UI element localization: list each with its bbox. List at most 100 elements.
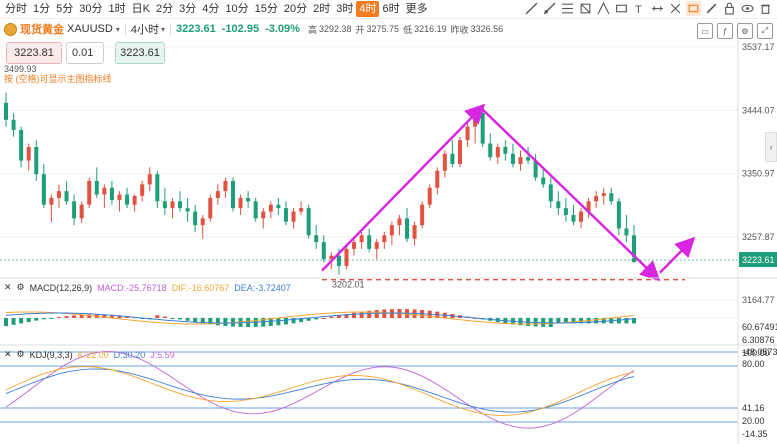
low-marker-label: 3202.01 xyxy=(332,280,365,290)
candle-body xyxy=(178,201,183,209)
dea-value: DEA:-3.72407 xyxy=(234,282,291,293)
macd-histogram-bar xyxy=(571,318,576,324)
trendline-icon[interactable] xyxy=(524,1,539,16)
tab-timeframe-9[interactable]: 10分 xyxy=(225,3,249,15)
macd-histogram-bar xyxy=(624,318,629,324)
macd-histogram-bar xyxy=(321,318,326,319)
up-arrow xyxy=(321,103,486,272)
macd-histogram-bar xyxy=(556,318,561,324)
candle-body xyxy=(412,225,417,239)
fullscreen-icon[interactable]: ⤢ xyxy=(757,23,773,39)
last-price-dot xyxy=(631,257,637,263)
gear-icon[interactable]: ⚙ xyxy=(16,282,25,292)
macd-header: ✕ ⚙ MACD(12,26,9) MACD:-25.76718 DIF:-16… xyxy=(4,282,291,293)
tab-timeframe-8[interactable]: 4分 xyxy=(202,3,220,15)
divider xyxy=(124,23,126,35)
macd-histogram-bar xyxy=(268,318,273,327)
close-icon[interactable]: ✕ xyxy=(4,282,12,292)
tab-timeframe-11[interactable]: 20分 xyxy=(283,3,308,15)
pencil-icon[interactable] xyxy=(704,1,719,16)
candle-body xyxy=(503,146,508,154)
chart-type-icon[interactable]: ▭ xyxy=(697,23,713,39)
trash-icon[interactable] xyxy=(758,1,773,16)
eye-icon[interactable] xyxy=(740,1,755,16)
high-value: 3292.38 xyxy=(318,24,352,34)
tab-timeframe-2[interactable]: 5分 xyxy=(56,3,74,15)
chart-settings-tools: ▭ ƒ ⚙ ⤢ xyxy=(697,23,773,39)
settings-icon[interactable]: ⚙ xyxy=(737,23,753,39)
macd-histogram-bar xyxy=(155,315,160,318)
ruler-icon[interactable] xyxy=(650,1,665,16)
tab-timeframe-16[interactable]: 更多 xyxy=(405,3,428,15)
pattern-icon[interactable] xyxy=(578,1,593,16)
tab-timeframe-0[interactable]: 分时 xyxy=(5,3,27,15)
candle-body xyxy=(321,242,326,260)
candle-body xyxy=(457,140,462,164)
tab-timeframe-14[interactable]: 4时 xyxy=(356,1,380,17)
macd-histogram-bar xyxy=(223,318,228,327)
macd-axis-label: -48.05738 xyxy=(742,347,777,357)
candle-body xyxy=(624,228,629,236)
candle-body xyxy=(132,195,137,205)
candle-body xyxy=(193,211,198,226)
candle-body xyxy=(268,204,273,212)
candle-body xyxy=(450,153,455,164)
candle-body xyxy=(465,126,470,141)
macd-histogram-bar xyxy=(64,316,69,318)
close-icon[interactable]: ✕ xyxy=(4,349,12,359)
tab-timeframe-6[interactable]: 2分 xyxy=(155,3,174,15)
macd-histogram-bar xyxy=(193,318,198,323)
candle-body xyxy=(314,235,319,243)
candle-body xyxy=(352,242,357,249)
d-line xyxy=(5,368,635,413)
tab-timeframe-4[interactable]: 1时 xyxy=(108,3,126,15)
candle-body xyxy=(556,201,561,209)
rectangle-icon[interactable] xyxy=(614,1,629,16)
tab-timeframe-5[interactable]: 日K xyxy=(131,3,150,15)
period-selector[interactable]: 4小时 xyxy=(130,24,159,36)
kdj-axis-label: 20.00 xyxy=(742,416,765,426)
tab-timeframe-7[interactable]: 3分 xyxy=(179,3,197,15)
candle-body xyxy=(579,211,584,222)
collapse-panel-button[interactable]: › xyxy=(765,132,777,162)
k-value: K:22.00 xyxy=(77,349,109,360)
candle-body xyxy=(586,201,591,212)
tab-timeframe-3[interactable]: 30分 xyxy=(79,3,103,15)
tab-timeframe-10[interactable]: 15分 xyxy=(254,3,278,15)
more-tools-icon[interactable] xyxy=(668,1,683,16)
tab-timeframe-1[interactable]: 1分 xyxy=(33,3,51,15)
indicator-icon[interactable]: ƒ xyxy=(717,23,733,39)
ray-line-icon[interactable] xyxy=(542,1,557,16)
tab-timeframe-13[interactable]: 3时 xyxy=(336,3,354,15)
macd-histogram-bar xyxy=(261,318,266,327)
kdj-axis-label: 41.16 xyxy=(742,403,765,413)
divider xyxy=(170,23,171,35)
fibonacci-icon[interactable] xyxy=(560,1,575,16)
macd-histogram-bar xyxy=(344,313,349,318)
candle-body xyxy=(420,204,425,226)
gear-icon[interactable]: ⚙ xyxy=(16,349,25,359)
symbol-selector[interactable]: 现货黄金 XAUUSD ▾ xyxy=(0,21,120,37)
candle-body xyxy=(488,143,493,158)
price-axis-label: 3350.97 xyxy=(742,169,775,179)
pitchfork-icon[interactable] xyxy=(596,1,611,16)
lock-icon[interactable] xyxy=(722,1,737,16)
kdj-header: ✕ ⚙ KDJ(9,3,3) K:22.00 D:30.20 J:5.59 xyxy=(4,349,175,360)
text-icon[interactable]: T xyxy=(632,1,647,16)
candle-body xyxy=(34,146,39,175)
tab-timeframe-12[interactable]: 2时 xyxy=(313,3,331,15)
quote-infobar: 现货黄金 XAUUSD ▾ 4小时 ▾ 3223.61 -102.95 -3.0… xyxy=(0,19,700,39)
eraser-icon[interactable] xyxy=(686,1,701,16)
macd-histogram-bar xyxy=(19,318,24,324)
macd-histogram-bar xyxy=(49,318,54,319)
macd-histogram-bar xyxy=(102,314,107,318)
candle-body xyxy=(571,214,576,222)
macd-histogram-bar xyxy=(291,318,296,324)
macd-histogram-bar xyxy=(215,318,220,326)
candle-body xyxy=(140,184,145,196)
tab-timeframe-15[interactable]: 6时 xyxy=(382,3,400,15)
macd-histogram-bar xyxy=(200,318,205,324)
macd-histogram-bar xyxy=(4,318,8,327)
